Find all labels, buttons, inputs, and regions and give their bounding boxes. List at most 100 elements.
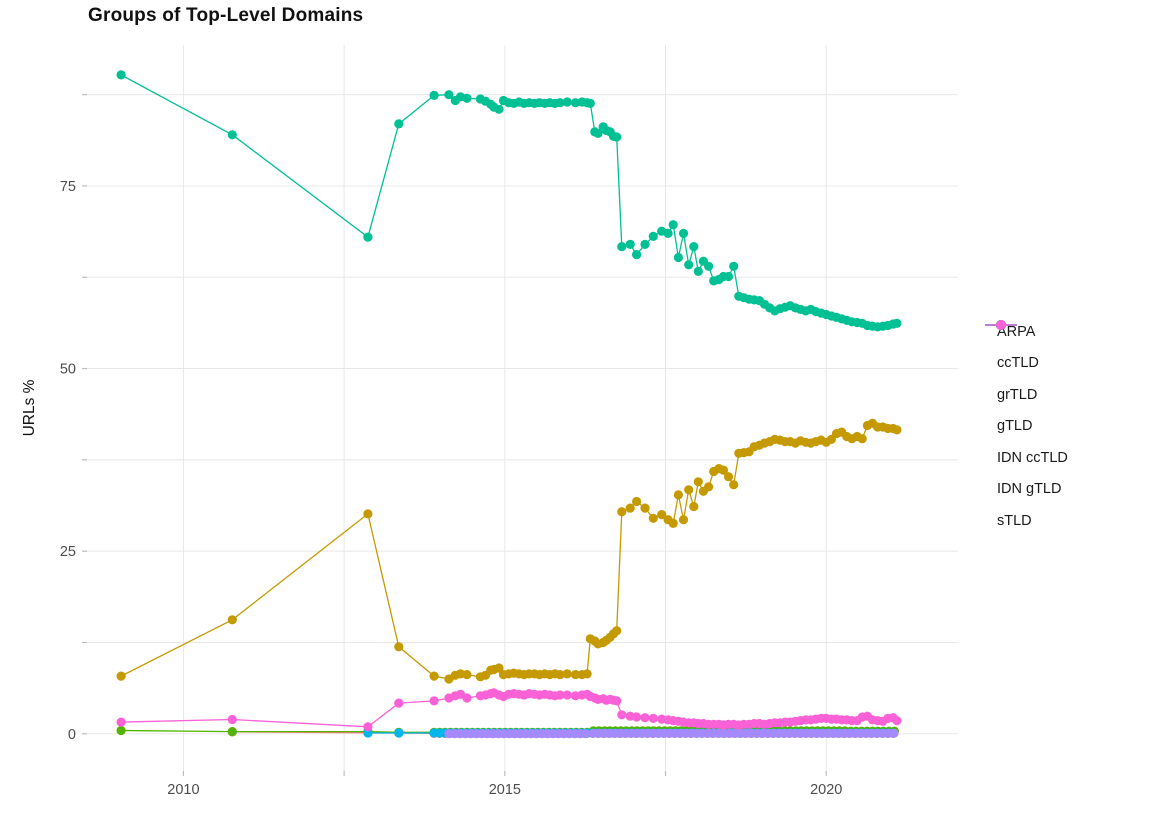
data-point <box>673 490 684 500</box>
data-point <box>593 128 603 138</box>
data-point <box>684 485 694 495</box>
x-tick-label: 2015 <box>489 782 521 798</box>
legend-item-IDN-ccTLD: IDN ccTLD <box>984 320 1068 474</box>
data-point <box>555 670 565 680</box>
data-point <box>444 90 454 100</box>
data-point <box>363 232 373 242</box>
x-tick-label: 2020 <box>810 782 842 798</box>
y-tick-label: 25 <box>60 544 76 560</box>
data-point <box>570 670 581 680</box>
legend-key-dot <box>996 320 1006 330</box>
data-point <box>689 242 699 252</box>
legend-label: ccTLD <box>997 355 1039 372</box>
data-point <box>116 725 126 736</box>
data-point <box>227 714 237 725</box>
data-point <box>723 271 734 282</box>
data-point <box>555 98 565 108</box>
data-point <box>612 696 622 706</box>
data-point <box>582 669 592 679</box>
data-point <box>562 97 572 107</box>
data-point <box>625 239 635 249</box>
data-point <box>363 509 373 519</box>
data-point <box>673 252 684 263</box>
legend: ARPA ccTLD grTLD gTLD IDN ccTLD IDN gTLD sTLD <box>984 316 1068 537</box>
data-point <box>704 261 714 271</box>
data-point <box>718 465 729 475</box>
data-point <box>640 239 650 249</box>
data-point <box>704 482 714 492</box>
legend-label: ARPA <box>997 323 1036 340</box>
data-point <box>668 518 678 529</box>
data-point <box>394 119 404 129</box>
data-point <box>678 515 689 525</box>
legend-label: sTLD <box>997 512 1032 529</box>
data-point <box>657 509 667 520</box>
chart-title: Groups of Top-Level Domains <box>88 5 364 26</box>
series-IDN-gTLD <box>444 728 899 739</box>
data-point <box>462 693 472 703</box>
data-point <box>689 502 699 512</box>
data-point <box>648 231 658 241</box>
data-point <box>394 698 404 708</box>
y-tick-label: 50 <box>60 362 76 378</box>
y-axis-title: URLs % <box>21 379 38 437</box>
data-point <box>668 220 678 230</box>
data-point <box>494 104 504 114</box>
data-point <box>429 90 439 100</box>
data-point <box>632 712 642 722</box>
legend-label: gTLD <box>997 418 1033 435</box>
data-point <box>116 671 126 681</box>
data-point <box>632 250 642 260</box>
data-point <box>580 729 591 739</box>
data-point <box>585 98 595 108</box>
data-point <box>892 425 902 435</box>
y-tick-label: 75 <box>60 179 76 195</box>
legend-item-grTLD: grTLD <box>984 320 1068 411</box>
data-point <box>632 496 642 507</box>
data-point <box>857 434 867 444</box>
data-point <box>648 713 658 724</box>
data-point <box>625 503 635 513</box>
data-point <box>562 669 572 679</box>
data-point <box>723 472 734 482</box>
data-point <box>892 318 902 328</box>
data-point <box>640 713 650 723</box>
data-point <box>562 690 572 700</box>
data-point <box>612 626 622 636</box>
legend-item-sTLD: sTLD <box>984 320 1068 537</box>
series-line <box>120 74 898 328</box>
legend-key-icon <box>985 320 1017 330</box>
data-point <box>429 696 439 706</box>
data-point <box>892 716 902 726</box>
data-point <box>684 260 694 270</box>
data-point <box>116 717 126 727</box>
data-point <box>363 722 373 732</box>
legend-item-ccTLD: ccTLD <box>984 320 1068 380</box>
data-point <box>617 242 627 252</box>
y-tick-label: 0 <box>68 727 76 743</box>
legend-label: grTLD <box>997 386 1038 403</box>
data-point <box>617 507 627 517</box>
legend-label: IDN gTLD <box>997 481 1062 498</box>
x-tick-label: 2010 <box>167 782 199 798</box>
data-point <box>693 477 703 487</box>
data-point <box>729 261 739 271</box>
data-point <box>116 70 126 80</box>
data-point <box>227 130 237 140</box>
data-point <box>640 503 650 513</box>
series-gTLD <box>116 70 902 332</box>
legend-item-IDN-gTLD: IDN gTLD <box>984 320 1068 506</box>
data-point <box>693 266 703 276</box>
data-point <box>555 690 565 700</box>
data-point <box>617 710 627 720</box>
data-point <box>394 642 404 652</box>
legend-item-gTLD: gTLD <box>984 320 1068 443</box>
data-point <box>494 663 504 673</box>
data-point <box>462 93 472 103</box>
series-ccTLD <box>116 418 902 684</box>
series-sTLD <box>116 688 902 732</box>
data-point <box>678 228 689 238</box>
data-point <box>227 727 237 737</box>
